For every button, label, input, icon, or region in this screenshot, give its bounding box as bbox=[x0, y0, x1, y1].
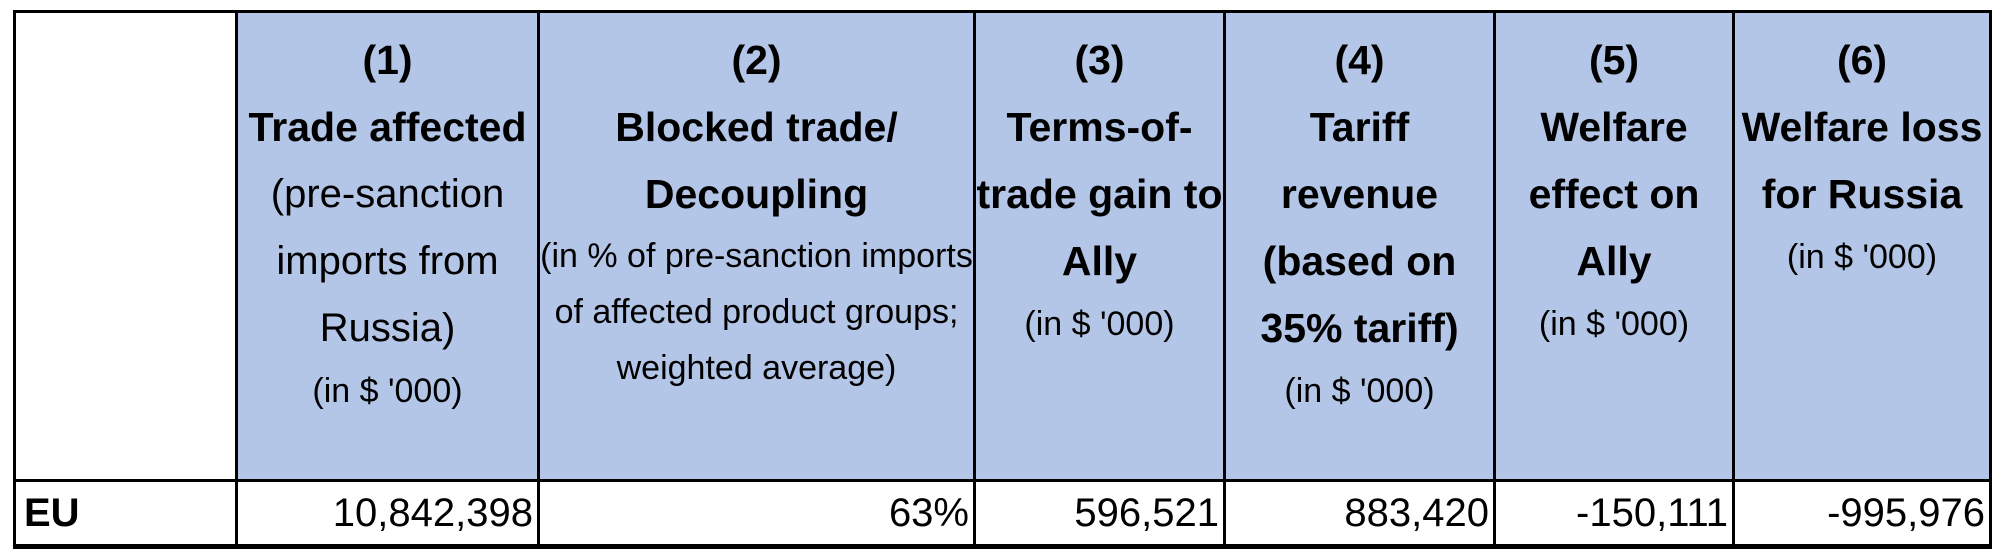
column-header: (6) Welfare loss for Russia (in $ '000) bbox=[1732, 10, 1992, 482]
column-unit: (in $ '000) bbox=[1538, 305, 1690, 343]
column-title: Terms-of-trade gain to Ally bbox=[976, 104, 1223, 284]
column-header: (2) Blocked trade/ Decoupling (in % of pre… bbox=[537, 10, 976, 482]
column-header: (4) Tariff revenue (based on 35% tariff) (… bbox=[1223, 10, 1496, 482]
column-unit: (in $ '000) bbox=[1284, 372, 1435, 410]
column-unit: (in $ '000) bbox=[1024, 305, 1175, 343]
column-number: (6) bbox=[1836, 37, 1888, 83]
column-unit: (in $ '000) bbox=[1786, 238, 1938, 276]
header-row: (1) Trade affected (pre-sanction imports f… bbox=[13, 10, 1992, 482]
column-title: Blocked trade/ Decoupling bbox=[615, 104, 898, 217]
data-cell: -995,976 bbox=[1732, 479, 1992, 549]
column-unit: (in $ '000) bbox=[312, 372, 463, 410]
column-header: (5) Welfare effect on Ally (in $ '000) bbox=[1493, 10, 1735, 482]
data-cell: -150,111 bbox=[1493, 479, 1735, 549]
corner-cell bbox=[13, 10, 238, 482]
data-cell: 63% bbox=[537, 479, 976, 549]
column-number: (5) bbox=[1588, 37, 1640, 83]
column-number: (4) bbox=[1334, 37, 1385, 83]
column-number: (1) bbox=[362, 37, 413, 83]
row-label: EU bbox=[13, 479, 238, 549]
data-cell: 883,420 bbox=[1223, 479, 1496, 549]
column-header: (1) Trade affected (pre-sanction imports f… bbox=[235, 10, 540, 482]
data-row: EU 10,842,398 63% 596,521 883,420 -150,111 -99… bbox=[13, 479, 1992, 549]
data-cell: 596,521 bbox=[973, 479, 1226, 549]
results-table: (1) Trade affected (pre-sanction imports f… bbox=[13, 10, 1992, 549]
data-cell: 10,842,398 bbox=[235, 479, 540, 549]
column-header: (3) Terms-of-trade gain to Ally (in $ '000… bbox=[973, 10, 1226, 482]
table-body: EU 10,842,398 63% 596,521 883,420 -150,111 -99… bbox=[13, 479, 1992, 549]
column-title: Trade affected bbox=[248, 104, 527, 150]
column-title: Tariff revenue (based on 35% tariff) bbox=[1260, 104, 1459, 351]
column-note: (in % of pre-sanction imports of affecte… bbox=[540, 237, 973, 387]
column-number: (3) bbox=[1074, 37, 1125, 83]
column-title: Welfare effect on Ally bbox=[1528, 104, 1700, 284]
column-note: (pre-sanction imports from Russia) bbox=[270, 172, 505, 350]
column-title: Welfare loss for Russia bbox=[1741, 104, 1983, 217]
column-number: (2) bbox=[731, 37, 782, 83]
